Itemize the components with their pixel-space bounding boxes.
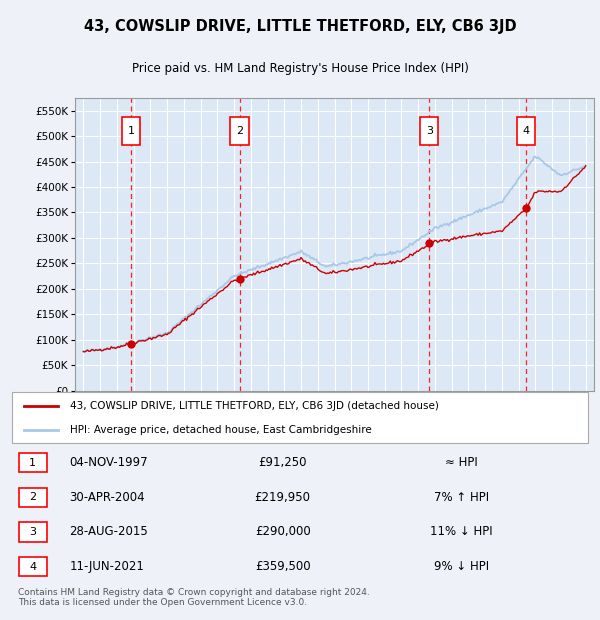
FancyBboxPatch shape bbox=[19, 557, 47, 576]
Text: 4: 4 bbox=[523, 126, 530, 136]
Text: 28-AUG-2015: 28-AUG-2015 bbox=[70, 526, 148, 538]
Text: 2: 2 bbox=[29, 492, 36, 502]
FancyBboxPatch shape bbox=[517, 117, 535, 145]
Text: 9% ↓ HPI: 9% ↓ HPI bbox=[434, 560, 489, 573]
Text: Contains HM Land Registry data © Crown copyright and database right 2024.
This d: Contains HM Land Registry data © Crown c… bbox=[18, 588, 370, 607]
FancyBboxPatch shape bbox=[19, 488, 47, 507]
FancyBboxPatch shape bbox=[420, 117, 439, 145]
FancyBboxPatch shape bbox=[19, 523, 47, 541]
Text: 11% ↓ HPI: 11% ↓ HPI bbox=[430, 526, 493, 538]
Text: 43, COWSLIP DRIVE, LITTLE THETFORD, ELY, CB6 3JD: 43, COWSLIP DRIVE, LITTLE THETFORD, ELY,… bbox=[83, 19, 517, 34]
Text: £219,950: £219,950 bbox=[255, 491, 311, 503]
Text: 4: 4 bbox=[29, 562, 36, 572]
FancyBboxPatch shape bbox=[12, 392, 588, 443]
Text: Price paid vs. HM Land Registry's House Price Index (HPI): Price paid vs. HM Land Registry's House … bbox=[131, 63, 469, 76]
Text: 2: 2 bbox=[236, 126, 243, 136]
Text: 7% ↑ HPI: 7% ↑ HPI bbox=[434, 491, 489, 503]
Text: 43, COWSLIP DRIVE, LITTLE THETFORD, ELY, CB6 3JD (detached house): 43, COWSLIP DRIVE, LITTLE THETFORD, ELY,… bbox=[70, 401, 439, 411]
Text: 30-APR-2004: 30-APR-2004 bbox=[70, 491, 145, 503]
Text: 3: 3 bbox=[426, 126, 433, 136]
Text: 1: 1 bbox=[127, 126, 134, 136]
FancyBboxPatch shape bbox=[230, 117, 249, 145]
Text: 04-NOV-1997: 04-NOV-1997 bbox=[70, 456, 148, 469]
Text: £359,500: £359,500 bbox=[255, 560, 311, 573]
Text: £91,250: £91,250 bbox=[259, 456, 307, 469]
Text: 3: 3 bbox=[29, 527, 36, 537]
Text: HPI: Average price, detached house, East Cambridgeshire: HPI: Average price, detached house, East… bbox=[70, 425, 371, 435]
FancyBboxPatch shape bbox=[19, 453, 47, 472]
Text: ≈ HPI: ≈ HPI bbox=[445, 456, 478, 469]
Text: £290,000: £290,000 bbox=[255, 526, 311, 538]
Text: 1: 1 bbox=[29, 458, 36, 467]
FancyBboxPatch shape bbox=[122, 117, 140, 145]
Text: 11-JUN-2021: 11-JUN-2021 bbox=[70, 560, 145, 573]
